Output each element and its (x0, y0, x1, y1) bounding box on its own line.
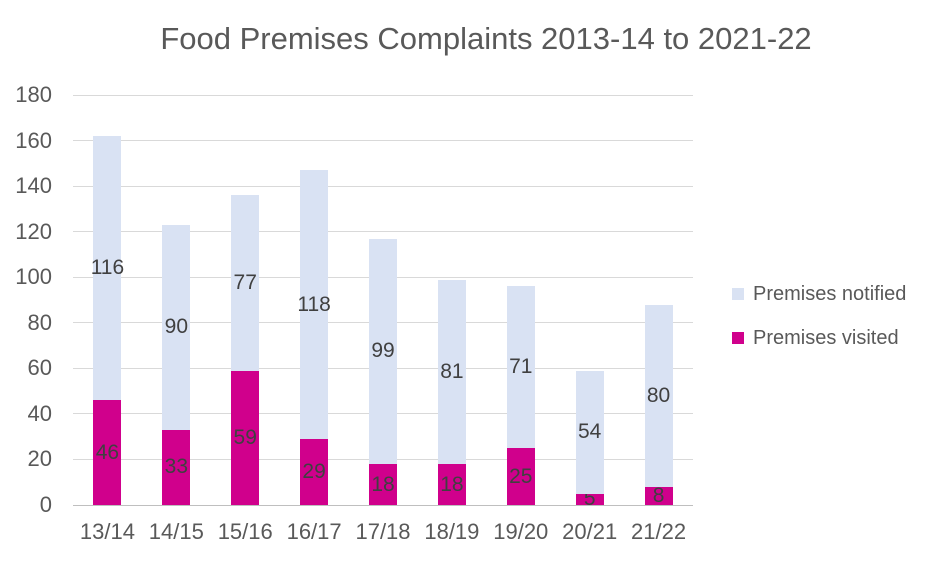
data-label-14-15-premises-notified: 90 (164, 315, 188, 339)
y-gridline (73, 140, 693, 142)
bar-20-21-premises-notified (575, 370, 604, 494)
y-axis-tick-label: 140 (15, 173, 52, 199)
bar-19-20-premises-notified (506, 286, 535, 449)
y-axis-tick-label: 100 (15, 264, 52, 290)
bar-17-18-premises-visited (369, 464, 397, 505)
data-label-15-16-premises-visited: 59 (233, 425, 257, 449)
data-label-20-21-premises-visited: 5 (583, 487, 596, 511)
legend-item-premises-visited: Premises visited (732, 327, 899, 349)
bar-15-16-premises-notified (231, 195, 260, 371)
chart-title: Food Premises Complaints 2013-14 to 2021… (160, 21, 812, 56)
bar-19-20-premises-visited (506, 448, 535, 505)
y-axis-tick-label: 80 (27, 309, 52, 335)
legend-label: Premises notified (753, 283, 907, 305)
y-axis-tick-label: 0 (39, 492, 52, 517)
y-axis-tick-label: 20 (27, 446, 52, 472)
bar-14-15-premises-visited (162, 429, 191, 505)
bar-21-22-premises-visited (644, 486, 673, 505)
bar-20-21-premises-visited (575, 493, 604, 505)
bar-16-17-premises-visited (300, 438, 329, 505)
x-axis-tick-label: 21/22 (631, 519, 687, 544)
data-label-17-18-premises-notified: 99 (371, 339, 395, 363)
legend-swatch-premises-visited (732, 332, 744, 344)
bar-14-15-premises-notified (162, 224, 191, 430)
y-gridline (73, 231, 693, 233)
x-axis-tick-label: 19/20 (493, 519, 549, 544)
y-gridline (73, 185, 693, 187)
data-label-15-16-premises-notified: 77 (233, 270, 257, 294)
y-axis-tick-label: 120 (15, 218, 52, 244)
data-label-20-21-premises-notified: 54 (577, 420, 602, 444)
x-axis-tick-label: 15/16 (217, 519, 273, 544)
y-axis-tick-label: 40 (27, 400, 52, 426)
data-label-19-20-premises-visited: 25 (509, 464, 533, 488)
y-axis-tick-label: 180 (15, 82, 52, 107)
y-gridline (73, 94, 693, 96)
bar-13-14-premises-visited (93, 400, 122, 505)
data-label-16-17-premises-visited: 29 (302, 459, 326, 483)
legend-swatch-premises-notified (732, 288, 744, 300)
y-axis-tick-label: 160 (15, 127, 52, 153)
data-label-21-22-premises-notified: 80 (646, 383, 671, 407)
bar-17-18-premises-notified (369, 238, 397, 464)
data-label-14-15-premises-visited: 33 (164, 455, 188, 479)
data-label-18-19-premises-notified: 81 (440, 359, 464, 383)
x-axis-line (73, 504, 693, 506)
data-label-21-22-premises-visited: 8 (652, 483, 665, 507)
bar-13-14-premises-notified (93, 136, 122, 401)
bar-18-19-premises-notified (437, 279, 466, 464)
legend-item-premises-notified: Premises notified (732, 283, 906, 305)
bar-18-19-premises-visited (437, 464, 466, 505)
bar-21-22-premises-notified (644, 304, 673, 487)
x-axis-tick-label: 18/19 (424, 519, 480, 544)
legend-label: Premises visited (753, 327, 899, 349)
bar-15-16-premises-visited (231, 370, 260, 505)
x-axis-tick-label: 16/17 (286, 519, 342, 544)
data-label-17-18-premises-visited: 18 (371, 472, 395, 496)
y-axis-tick-label: 60 (27, 355, 52, 381)
data-label-13-14-premises-notified: 116 (90, 256, 125, 280)
data-label-18-19-premises-visited: 18 (440, 472, 464, 496)
data-label-19-20-premises-notified: 71 (509, 355, 533, 379)
bar-16-17-premises-notified (300, 170, 329, 439)
x-axis-tick-label: 20/21 (562, 519, 618, 544)
data-label-13-14-premises-visited: 46 (95, 440, 120, 464)
data-label-16-17-premises-notified: 118 (297, 292, 331, 316)
x-axis-tick-label: 13/14 (79, 519, 135, 544)
x-axis-tick-label: 14/15 (148, 519, 204, 544)
x-axis-tick-label: 17/18 (355, 519, 411, 544)
